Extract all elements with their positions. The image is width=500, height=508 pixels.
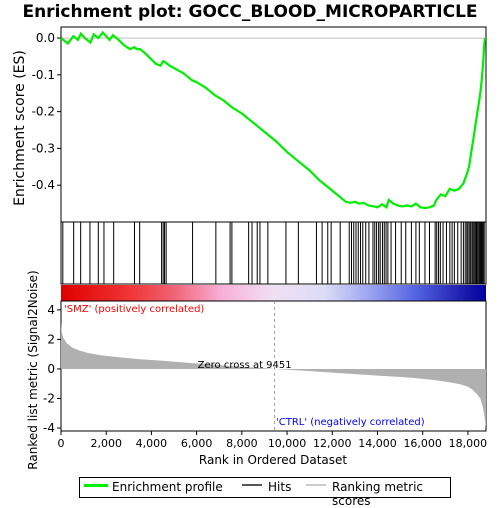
metric-y-tick-label: -2 [43, 392, 55, 406]
es-y-axis-label: Enrichment score (ES) [12, 50, 28, 206]
legend-swatch-ranking [306, 484, 326, 486]
rank-color-bar [61, 285, 486, 301]
legend-swatch-enrichment [84, 484, 108, 487]
x-tick-label: 8,000 [226, 437, 258, 450]
es-y-tick-label: -0.4 [32, 178, 55, 192]
legend-swatch-hits [242, 484, 262, 486]
chart-title: Enrichment plot: GOCC_BLOOD_MICROPARTICL… [22, 2, 478, 22]
enrichment-profile-line [60, 30, 486, 210]
es-y-tick-label: -0.3 [32, 141, 55, 155]
legend-label-enrichment: Enrichment profile [112, 480, 223, 494]
metric-y-tick-label: 2 [47, 332, 55, 346]
hits-area [60, 221, 487, 285]
negative-correlation-label: 'CTRL' (negatively correlated) [276, 417, 425, 428]
positive-correlation-label: 'SMZ' (positively correlated) [64, 304, 204, 315]
es-y-tick-label: 0.0 [36, 31, 55, 45]
metric-y-tick-label: 0 [47, 362, 55, 376]
legend-label-ranking: Ranking metric scores [332, 480, 423, 508]
x-tick-label: 0 [58, 437, 65, 450]
legend-label-hits: Hits [268, 480, 292, 494]
x-tick-label: 6,000 [181, 437, 213, 450]
x-tick-label: 10,000 [268, 437, 307, 450]
es-y-tick-label: -0.1 [32, 68, 55, 82]
zero-cross-annotation: Zero cross at 9451 [198, 360, 292, 371]
metric-y-tick-label: -4 [43, 421, 55, 435]
es-y-tick-label: -0.2 [32, 105, 55, 119]
x-tick-label: 16,000 [403, 437, 442, 450]
x-tick-label: 2,000 [90, 437, 122, 450]
chart-legend: Enrichment profile Hits Ranking metric s… [79, 477, 451, 508]
x-tick-label: 12,000 [313, 437, 352, 450]
x-tick-label: 4,000 [136, 437, 168, 450]
gsea-chart: 0.0 -0.1 -0.2 -0.3 -0.4 Enrichment score (ES… [12, 26, 488, 470]
x-tick-label: 18,000 [449, 437, 488, 450]
ranking-metric-area [61, 321, 486, 427]
metric-y-axis-label: Ranked list metric (Signal2Noise) [26, 270, 40, 469]
es-plot-area [60, 26, 487, 223]
metric-y-tick-label: 4 [47, 303, 55, 317]
x-tick-label: 14,000 [358, 437, 397, 450]
x-axis-label: Rank in Ordered Dataset [199, 453, 347, 467]
